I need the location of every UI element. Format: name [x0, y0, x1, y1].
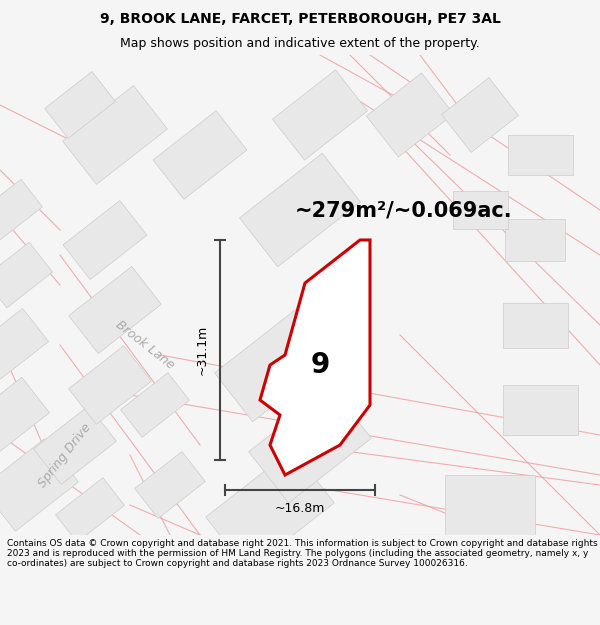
Polygon shape	[34, 406, 116, 484]
Text: Brook Lane: Brook Lane	[113, 318, 177, 372]
Polygon shape	[153, 111, 247, 199]
Text: Map shows position and indicative extent of the property.: Map shows position and indicative extent…	[120, 38, 480, 51]
Polygon shape	[0, 179, 43, 241]
Polygon shape	[69, 266, 161, 354]
Polygon shape	[44, 71, 115, 139]
Polygon shape	[260, 240, 370, 475]
Polygon shape	[505, 219, 565, 261]
Polygon shape	[508, 135, 572, 175]
Text: 9, BROOK LANE, FARCET, PETERBOROUGH, PE7 3AL: 9, BROOK LANE, FARCET, PETERBOROUGH, PE7…	[100, 12, 500, 26]
Text: Spring Drive: Spring Drive	[36, 421, 94, 489]
Polygon shape	[62, 86, 167, 184]
Polygon shape	[452, 191, 508, 229]
Text: 9: 9	[310, 351, 329, 379]
Polygon shape	[68, 346, 151, 424]
Text: ~31.1m: ~31.1m	[196, 325, 209, 375]
Polygon shape	[206, 449, 334, 571]
Polygon shape	[239, 153, 361, 267]
Polygon shape	[0, 242, 53, 308]
Polygon shape	[367, 73, 454, 157]
Polygon shape	[121, 372, 190, 438]
Polygon shape	[63, 201, 147, 279]
Text: Contains OS data © Crown copyright and database right 2021. This information is : Contains OS data © Crown copyright and d…	[7, 539, 598, 568]
Polygon shape	[272, 70, 368, 160]
Polygon shape	[56, 478, 124, 542]
Polygon shape	[248, 387, 371, 503]
Polygon shape	[0, 378, 49, 452]
Polygon shape	[503, 385, 577, 435]
Polygon shape	[215, 308, 335, 422]
Polygon shape	[442, 78, 518, 152]
Polygon shape	[0, 439, 79, 531]
Text: ~279m²/~0.069ac.: ~279m²/~0.069ac.	[295, 200, 512, 220]
Polygon shape	[0, 309, 49, 381]
Text: ~16.8m: ~16.8m	[275, 501, 325, 514]
Polygon shape	[445, 475, 535, 535]
Polygon shape	[503, 302, 568, 348]
Polygon shape	[134, 451, 205, 519]
